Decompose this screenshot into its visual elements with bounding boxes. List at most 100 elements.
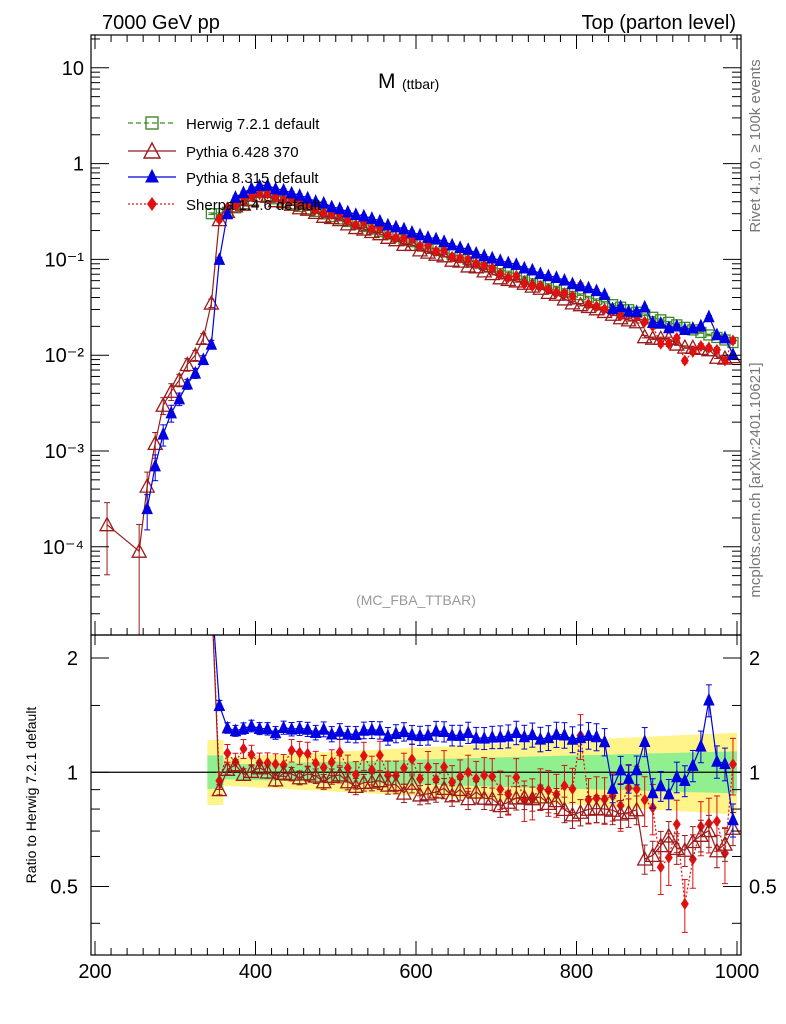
data-point-pythia6 xyxy=(98,516,116,532)
data-point-sherpa xyxy=(287,744,296,757)
ratio-tick-label-left: 1 xyxy=(67,762,78,784)
mcplots-label: mcplots.cern.ch [arXiv:2401.10621] xyxy=(747,362,764,597)
data-point-pythia8 xyxy=(342,726,354,740)
data-point-pythia6 xyxy=(251,759,268,775)
data-point-pythia6 xyxy=(371,225,388,241)
data-point-pythia8 xyxy=(317,721,330,735)
data-point-pythia8 xyxy=(687,320,699,334)
main-plot-area xyxy=(98,178,741,635)
data-point-pythia8 xyxy=(502,728,515,742)
data-point-pythia8 xyxy=(374,722,386,736)
data-point-sherpa xyxy=(383,769,392,782)
data-point-pythia8 xyxy=(366,211,378,224)
data-point-pythia8 xyxy=(277,182,290,196)
data-point-pythia6 xyxy=(628,801,645,817)
legend-entry-pythia6: Pythia 6.428 370 xyxy=(128,141,299,161)
data-point-sherpa xyxy=(728,334,737,347)
data-point-pythia8 xyxy=(366,722,378,736)
legend-marker-diamond-icon xyxy=(147,197,157,211)
data-point-pythia6 xyxy=(187,346,204,362)
data-point-pythia6 xyxy=(291,199,308,215)
data-point-pythia8 xyxy=(285,185,298,199)
data-point-sherpa xyxy=(440,244,449,257)
data-point-pythia8 xyxy=(261,178,274,191)
data-point-sherpa xyxy=(263,187,272,200)
data-point-pythia6 xyxy=(556,801,573,817)
data-point-sherpa xyxy=(383,228,392,241)
data-point-pythia6 xyxy=(636,328,653,344)
y-tick-label: 10 xyxy=(62,58,84,80)
data-point-pythia8 xyxy=(598,287,611,300)
data-point-pythia8 xyxy=(181,376,194,390)
data-point-pythia6 xyxy=(628,313,645,329)
data-point-sherpa xyxy=(544,283,553,296)
data-point-sherpa xyxy=(424,761,433,774)
data-point-pythia8 xyxy=(293,188,306,201)
data-point-pythia8 xyxy=(542,268,555,282)
data-point-pythia8 xyxy=(173,391,186,405)
data-point-pythia8 xyxy=(149,458,161,472)
data-point-pythia6 xyxy=(452,781,469,797)
data-point-sherpa xyxy=(416,772,425,785)
data-point-pythia6 xyxy=(644,846,661,863)
data-point-pythia8 xyxy=(157,426,169,440)
ratio-plot-area xyxy=(91,584,741,933)
data-point-pythia6 xyxy=(532,788,549,804)
data-point-pythia8 xyxy=(614,299,627,313)
data-point-pythia8 xyxy=(237,185,250,199)
data-point-pythia6 xyxy=(612,309,629,325)
data-point-pythia6 xyxy=(484,265,501,281)
data-point-pythia8 xyxy=(550,727,563,740)
x-tick-label: 1000 xyxy=(715,961,760,983)
data-point-sherpa xyxy=(544,784,553,797)
data-point-pythia6 xyxy=(371,772,388,788)
data-point-pythia6 xyxy=(204,584,218,597)
data-point-pythia8 xyxy=(679,322,691,335)
data-point-pythia8 xyxy=(406,727,418,741)
data-point-pythia6 xyxy=(676,841,693,857)
data-point-pythia6 xyxy=(283,195,300,211)
data-point-pythia6 xyxy=(275,193,292,209)
data-point-pythia6 xyxy=(620,311,637,327)
data-point-pythia6 xyxy=(315,207,332,223)
data-point-pythia8 xyxy=(654,778,667,792)
data-point-pythia6 xyxy=(540,284,557,300)
data-point-pythia6 xyxy=(516,788,533,804)
data-point-pythia8 xyxy=(486,250,499,264)
data-point-pythia8 xyxy=(221,206,234,220)
data-point-pythia8 xyxy=(518,260,531,274)
data-point-sherpa xyxy=(472,257,481,270)
data-point-sherpa xyxy=(271,758,280,771)
data-point-pythia8 xyxy=(494,253,507,266)
data-point-pythia6 xyxy=(171,371,188,387)
data-point-pythia8 xyxy=(566,276,579,290)
data-point-pythia6 xyxy=(435,247,453,263)
data-point-pythia8 xyxy=(253,178,266,192)
data-point-sherpa xyxy=(584,298,593,311)
data-point-pythia6 xyxy=(692,826,709,842)
legend: Herwig 7.2.1 default Pythia 6.428 370 Py… xyxy=(128,116,322,214)
data-point-pythia6 xyxy=(347,777,364,794)
legend-entry-herwig: Herwig 7.2.1 default xyxy=(128,116,320,133)
energy-label: 7000 GeV pp xyxy=(102,12,220,34)
data-point-pythia6 xyxy=(604,801,621,817)
data-point-sherpa xyxy=(375,749,384,762)
legend-label-herwig: Herwig 7.2.1 default xyxy=(186,116,320,133)
data-point-sherpa xyxy=(343,214,352,227)
data-point-pythia8 xyxy=(269,725,282,739)
legend-label-pythia6: Pythia 6.428 370 xyxy=(186,144,299,161)
data-point-sherpa xyxy=(351,218,360,231)
data-point-pythia8 xyxy=(293,721,306,734)
data-point-pythia8 xyxy=(486,729,499,743)
data-point-sherpa xyxy=(207,585,215,597)
data-point-pythia8 xyxy=(398,221,410,235)
data-point-sherpa xyxy=(351,768,360,781)
data-point-pythia6 xyxy=(468,258,485,274)
data-point-pythia6 xyxy=(363,223,380,239)
data-point-pythia6 xyxy=(299,765,316,781)
data-point-sherpa xyxy=(528,279,537,292)
data-point-pythia8 xyxy=(470,730,482,744)
data-point-pythia8 xyxy=(663,320,675,334)
data-point-pythia8 xyxy=(414,728,426,742)
data-point-sherpa xyxy=(664,851,673,864)
